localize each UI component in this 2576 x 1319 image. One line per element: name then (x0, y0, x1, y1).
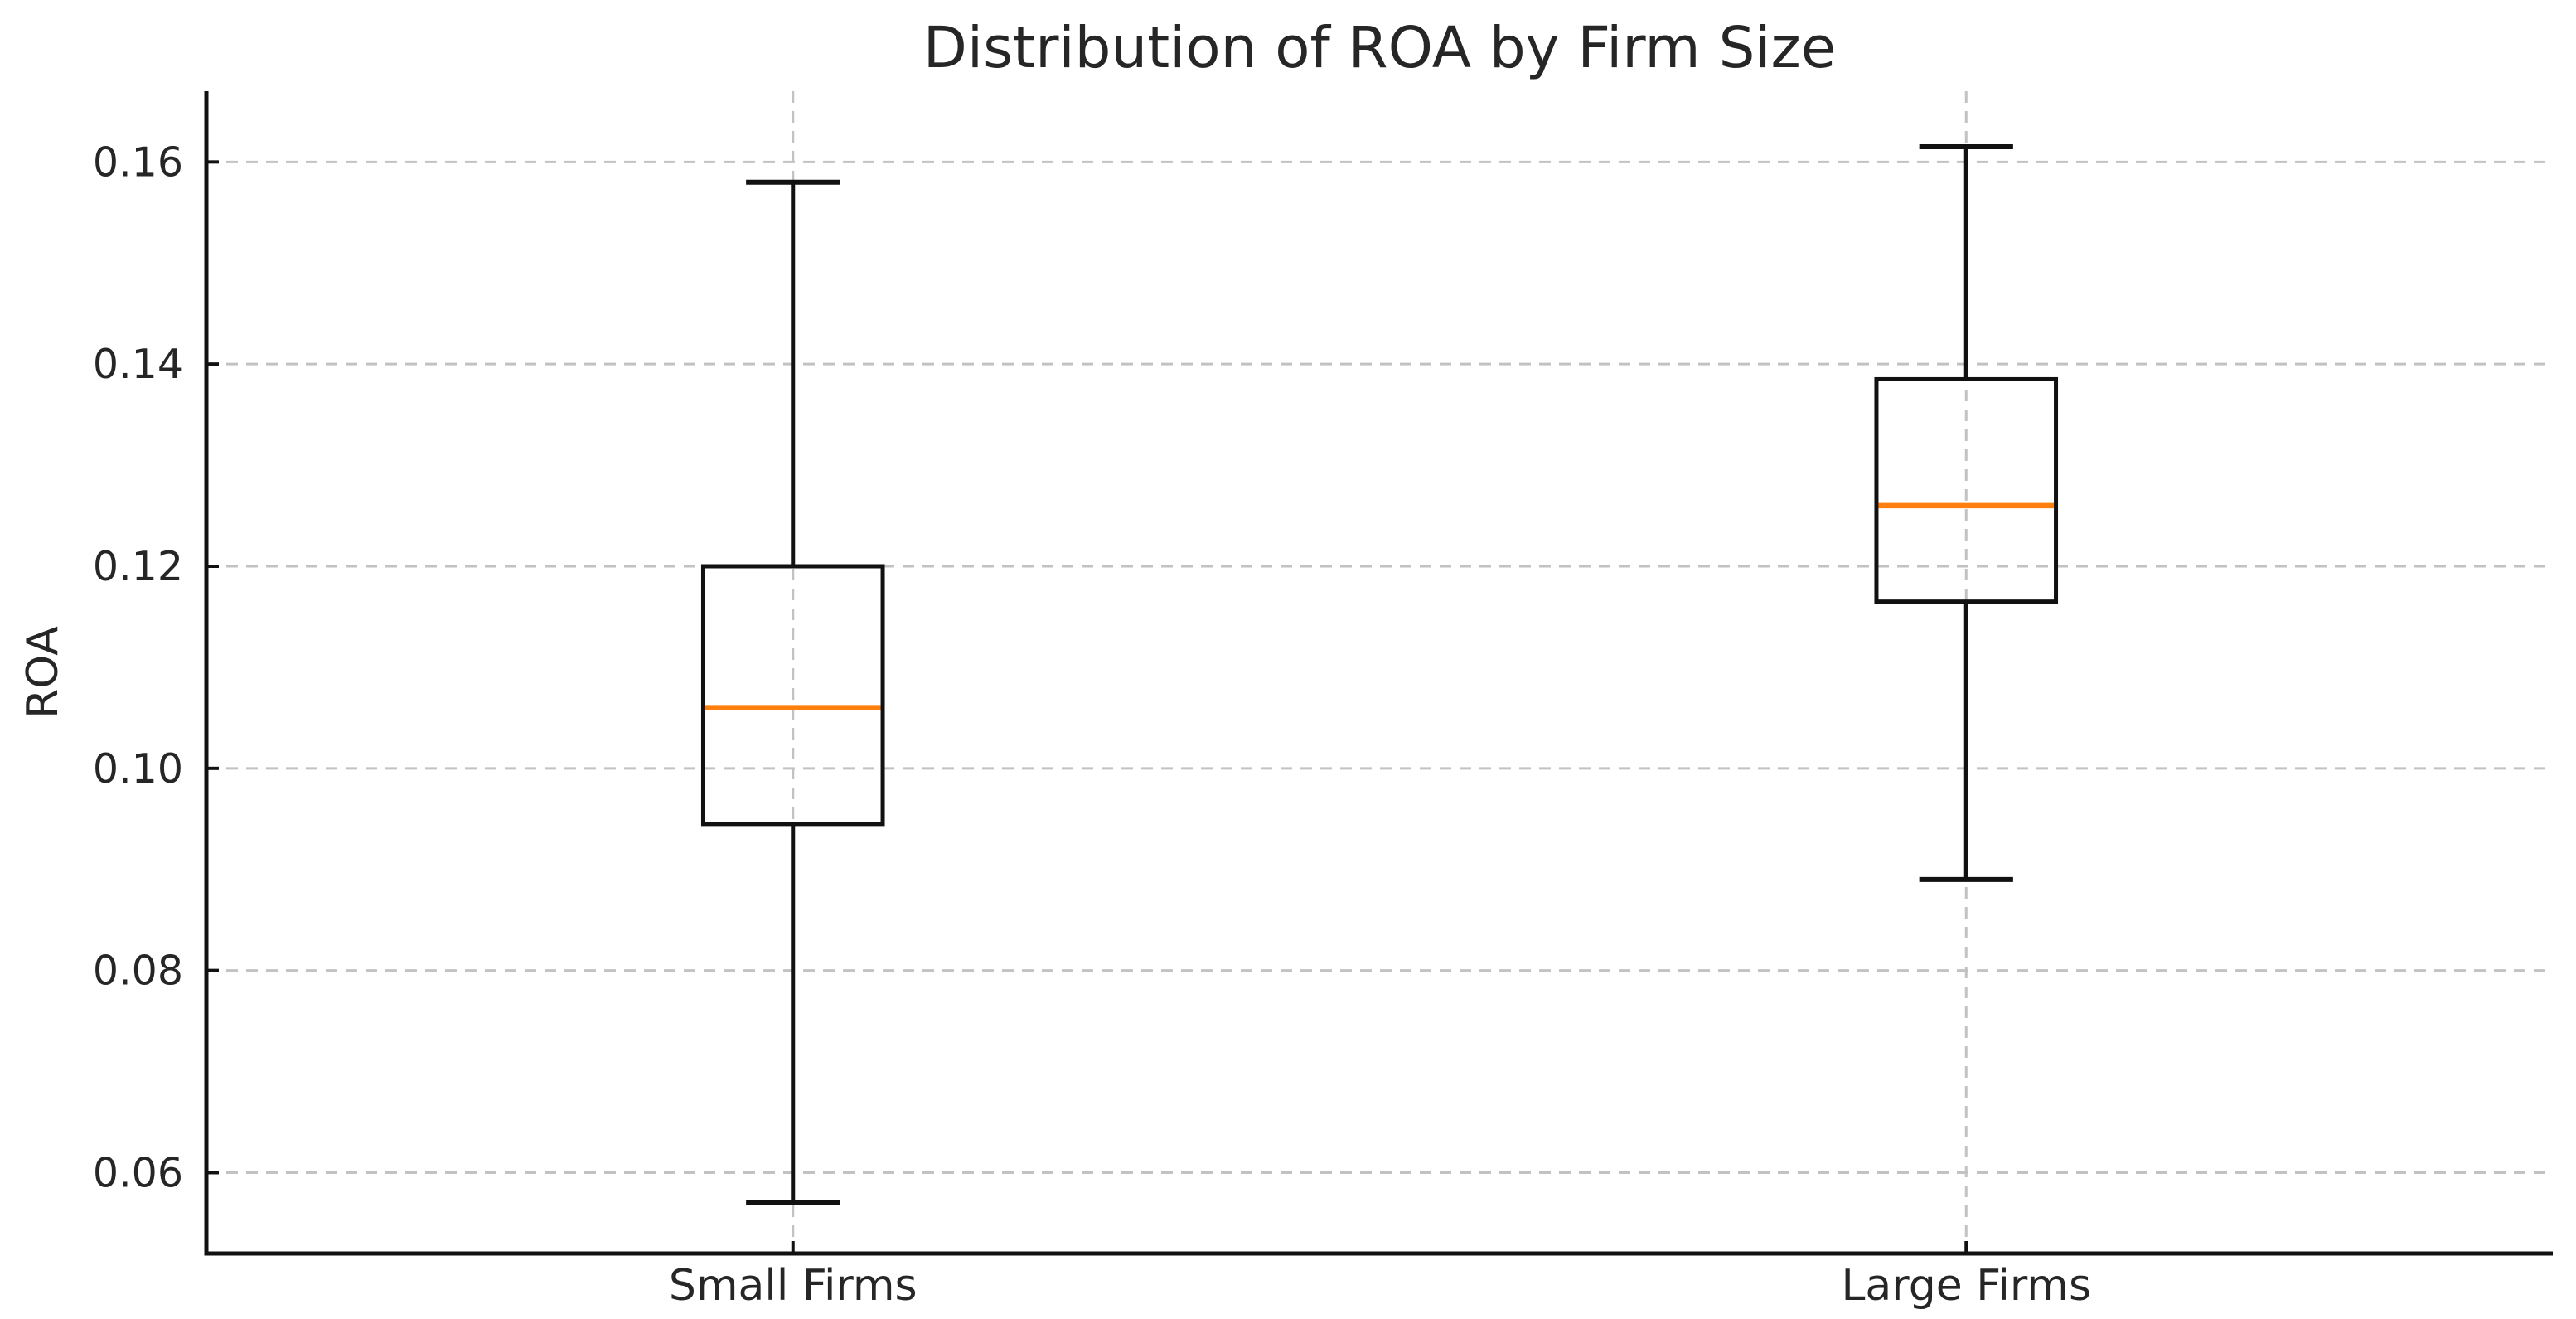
y-tick-label: 0.10 (93, 745, 183, 793)
x-tick-label-large-firms: Large Firms (1841, 1261, 2091, 1311)
chart-title: Distribution of ROA by Firm Size (922, 15, 1837, 81)
y-tick-label: 0.12 (93, 543, 183, 590)
box-large-firms (1874, 376, 2059, 604)
y-tick-label: 0.14 (93, 341, 183, 388)
box-small-firms (700, 564, 885, 827)
x-tick-label-small-firms: Small Firms (669, 1261, 918, 1311)
y-tick-label: 0.06 (93, 1149, 183, 1196)
y-tick-label: 0.16 (93, 138, 183, 186)
y-tick-label: 0.08 (93, 948, 183, 995)
